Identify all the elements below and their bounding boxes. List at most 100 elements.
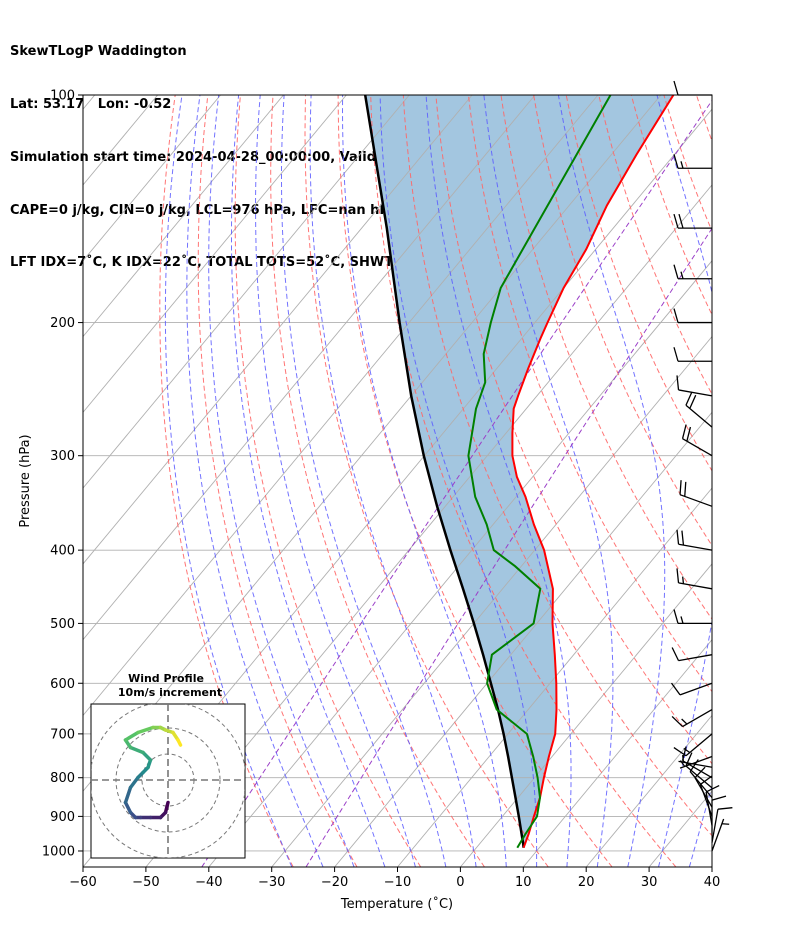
wind-barb — [678, 754, 713, 768]
wind-barb-staff — [711, 809, 719, 843]
wind-barb-flag — [673, 747, 687, 757]
isotherm-line — [334, 411, 712, 867]
wind-barb — [679, 480, 713, 507]
wind-barb-staff — [685, 733, 713, 757]
wind-barb-flag — [676, 529, 680, 545]
moist-adiabat-line — [254, 95, 416, 867]
wind-barb-staff — [679, 682, 713, 696]
dry-adiabats — [159, 95, 794, 867]
wind-barb — [711, 807, 733, 843]
wind-barb-half-flag — [679, 760, 686, 767]
y-tick-label: 1000 — [42, 844, 75, 859]
wind-barb-flag — [711, 795, 727, 801]
wind-barb-flag — [673, 154, 679, 169]
wind-barb-staff — [678, 543, 713, 551]
wind-barbs — [670, 80, 733, 852]
hodograph-segment — [176, 738, 183, 747]
y-axis: 1000 900 800 700 600 500 400 300 200 100 — [42, 89, 83, 859]
wind-barb-flag — [705, 784, 720, 793]
hodograph-segment — [123, 730, 140, 742]
hodograph-segment — [123, 785, 133, 805]
isotherm-line — [271, 335, 712, 867]
chart-title: SkewTLogP Waddington — [10, 44, 187, 60]
dry-adiabat-line — [402, 95, 712, 837]
wind-barb-flag — [717, 807, 733, 810]
wind-barb-staff — [685, 404, 713, 428]
isotherm-line — [83, 95, 599, 717]
y-tick-label: 400 — [50, 544, 75, 559]
isotherm-line — [83, 95, 284, 338]
moist-adiabat-line — [557, 95, 666, 867]
wind-barb — [711, 818, 730, 852]
isotherm-line — [83, 95, 473, 565]
x-tick-label: −10 — [384, 875, 411, 890]
wind-barb-half-flag — [682, 754, 685, 763]
dry-adiabat-line — [696, 95, 712, 143]
moist-adiabat-line — [281, 95, 447, 867]
x-tick-label: −30 — [258, 875, 285, 890]
wind-barb — [685, 391, 713, 428]
wind-barb — [673, 154, 712, 169]
wind-barb-flag — [694, 766, 706, 779]
moist-adiabat-line — [379, 95, 538, 867]
wind-barb-staff — [678, 389, 713, 397]
wind-barb-staff — [694, 777, 713, 808]
temperature-line — [511, 95, 675, 849]
hodograph-segment — [128, 745, 145, 755]
moist-adiabat-line — [720, 95, 794, 867]
isotherm-line — [208, 260, 712, 867]
dry-adiabat-line — [533, 95, 712, 547]
wind-barb — [670, 682, 713, 696]
wind-barb-flag — [685, 391, 693, 406]
y-tick-label: 700 — [50, 727, 75, 742]
wind-barb-staff — [682, 438, 713, 457]
wind-barb — [673, 347, 712, 362]
wind-barb-staff — [678, 582, 713, 590]
hodograph-segment — [136, 725, 155, 735]
hodograph-segment — [123, 800, 133, 815]
wind-barb-half-flag — [681, 718, 688, 725]
dry-adiabat-line — [729, 95, 794, 867]
y-tick-label: 100 — [50, 89, 75, 104]
wind-barb — [681, 424, 713, 457]
dry-adiabat-line — [762, 95, 794, 867]
x-tick-label: 20 — [578, 875, 595, 890]
wind-barb — [671, 708, 713, 728]
dry-adiabat-line — [234, 95, 422, 867]
hodograph-subtitle: 10m/s increment — [118, 686, 222, 699]
wind-barb-staff — [685, 765, 713, 789]
moist-adiabat-line — [186, 95, 324, 867]
x-tick-label: −50 — [132, 875, 159, 890]
x-axis-label: Temperature (˚C) — [340, 896, 453, 912]
wind-barb — [673, 213, 712, 229]
dry-adiabat-line — [370, 95, 677, 867]
dry-adiabat-line — [630, 95, 712, 316]
dry-adiabat-line — [304, 95, 549, 867]
wind-barb-flag — [686, 426, 692, 442]
wind-barb-flag — [689, 394, 697, 409]
wind-barb-staff — [679, 494, 713, 507]
wind-barb — [694, 766, 713, 808]
hodograph-inset: Wind Profile 10m/s increment — [90, 672, 246, 859]
moist-adiabat-line — [231, 95, 386, 867]
wind-barb-half-flag — [680, 271, 684, 279]
wind-barb — [676, 375, 713, 397]
dry-adiabat-line — [435, 95, 712, 765]
wind-barb-staff — [679, 755, 713, 769]
wind-barb — [673, 609, 712, 625]
wind-barb-flag — [670, 682, 681, 696]
wind-barb-flag — [679, 480, 682, 495]
wind-barb — [676, 568, 713, 590]
wind-barb — [673, 264, 712, 280]
dewpoint-line — [467, 95, 612, 849]
moist-adiabats — [164, 95, 794, 867]
isotherm-line — [460, 563, 712, 867]
x-tick-label: 0 — [456, 875, 464, 890]
wind-barb-flag — [673, 80, 679, 96]
wind-barb-flag — [678, 213, 684, 229]
wind-barb — [673, 80, 712, 96]
y-tick-label: 300 — [50, 449, 75, 464]
isotherm-line — [145, 184, 712, 867]
dry-adiabat-line — [598, 95, 712, 396]
moist-adiabat-line — [341, 95, 507, 867]
